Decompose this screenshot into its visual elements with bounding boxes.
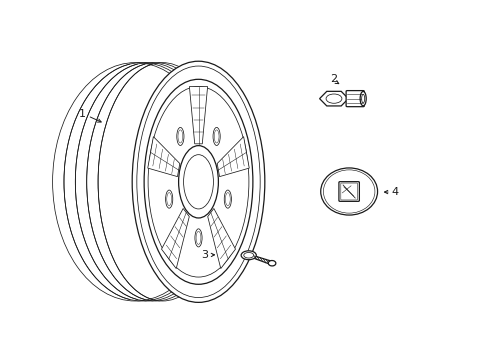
Polygon shape [252, 255, 273, 266]
Ellipse shape [132, 61, 264, 302]
Polygon shape [161, 208, 189, 269]
Ellipse shape [224, 190, 231, 208]
Text: 3: 3 [201, 250, 207, 260]
FancyBboxPatch shape [340, 183, 357, 200]
Ellipse shape [361, 94, 364, 103]
Ellipse shape [177, 127, 183, 145]
FancyBboxPatch shape [338, 182, 359, 201]
Polygon shape [217, 137, 249, 177]
FancyBboxPatch shape [346, 91, 364, 107]
Ellipse shape [213, 127, 220, 145]
Ellipse shape [268, 261, 275, 266]
Ellipse shape [320, 168, 377, 215]
Ellipse shape [178, 146, 218, 218]
Ellipse shape [359, 91, 366, 106]
Text: 1: 1 [78, 109, 85, 119]
Text: 4: 4 [390, 187, 397, 197]
Polygon shape [189, 86, 207, 144]
Polygon shape [319, 91, 347, 106]
Polygon shape [147, 137, 180, 177]
Text: 2: 2 [329, 74, 336, 84]
Ellipse shape [241, 251, 256, 260]
Ellipse shape [195, 229, 202, 247]
Ellipse shape [165, 190, 172, 208]
Polygon shape [207, 208, 235, 269]
